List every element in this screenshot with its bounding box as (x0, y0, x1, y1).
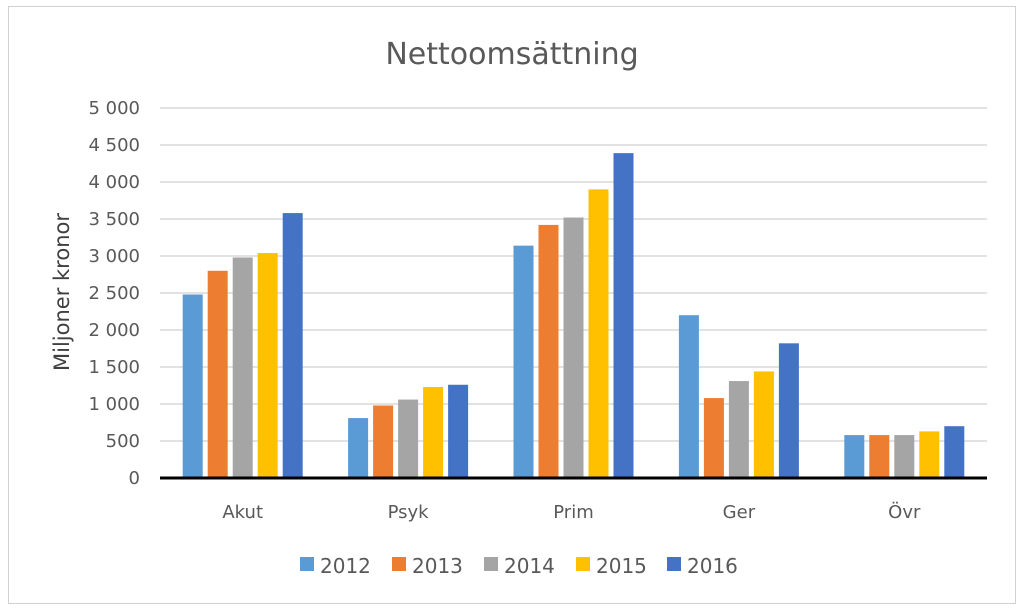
bar-ger-2015 (753, 371, 774, 478)
bar-övr-2015 (919, 431, 940, 478)
bar-prim-2016 (613, 153, 634, 478)
bar-psyk-2015 (423, 386, 444, 478)
legend-swatch-2013 (392, 557, 406, 571)
legend-swatch-2014 (484, 557, 498, 571)
bar-psyk-2013 (373, 405, 394, 478)
y-tick-label: 5 000 (88, 98, 140, 119)
bar-prim-2015 (588, 189, 609, 478)
y-tick-label: 2 500 (88, 283, 140, 304)
bar-prim-2012 (513, 245, 534, 478)
category-label: Akut (222, 502, 263, 523)
bar-akut-2013 (207, 270, 228, 478)
bar-psyk-2012 (348, 418, 369, 478)
chart-frame (8, 6, 1016, 604)
y-tick-label: 4 000 (88, 172, 140, 193)
bar-ger-2012 (678, 315, 699, 478)
bar-prim-2013 (538, 224, 559, 478)
y-tick-label: 1 500 (88, 357, 140, 378)
legend-label: 2013 (412, 554, 463, 578)
bar-ger-2013 (703, 398, 724, 478)
legend-swatch-2016 (667, 557, 681, 571)
bar-övr-2012 (844, 435, 865, 478)
bar-ger-2016 (778, 343, 799, 478)
bar-akut-2014 (232, 257, 253, 478)
y-tick-label: 2 000 (88, 320, 140, 341)
bar-akut-2016 (282, 213, 303, 478)
category-label: Övr (888, 501, 921, 523)
y-tick-label: 4 500 (88, 135, 140, 156)
category-label: Prim (553, 502, 593, 523)
legend-swatch-2015 (576, 557, 590, 571)
category-labels: Akut Psyk Prim Ger Övr (222, 501, 921, 523)
bar-övr-2013 (869, 435, 890, 478)
y-tick-labels: 0 500 1 000 1 500 2 000 2 500 3 000 3 500 4 000 4… (88, 98, 140, 489)
legend-label: 2014 (504, 554, 555, 578)
bar-akut-2012 (182, 294, 203, 478)
y-tick-label: 500 (106, 431, 140, 452)
y-tick-label: 0 (129, 468, 140, 489)
category-label: Psyk (388, 502, 430, 523)
y-tick-label: 1 000 (88, 394, 140, 415)
y-axis-label: Miljoner kronor (50, 213, 74, 371)
category-label: Ger (723, 502, 756, 523)
bar-psyk-2016 (448, 384, 469, 478)
legend-label: 2015 (596, 554, 647, 578)
legend-label: 2012 (320, 554, 371, 578)
y-tick-label: 3 000 (88, 246, 140, 267)
bar-akut-2015 (257, 253, 278, 478)
bar-övr-2014 (894, 435, 915, 478)
bar-prim-2014 (563, 217, 584, 478)
bars (182, 153, 965, 478)
y-tick-label: 3 500 (88, 209, 140, 230)
legend-swatch-2012 (300, 557, 314, 571)
legend: 2012 2013 2014 2015 2016 (300, 554, 738, 578)
chart-title: Nettoomsättning (385, 37, 638, 72)
bar-psyk-2014 (398, 399, 419, 478)
bar-ger-2014 (728, 381, 749, 478)
legend-label: 2016 (687, 554, 738, 578)
bar-övr-2016 (944, 426, 965, 478)
